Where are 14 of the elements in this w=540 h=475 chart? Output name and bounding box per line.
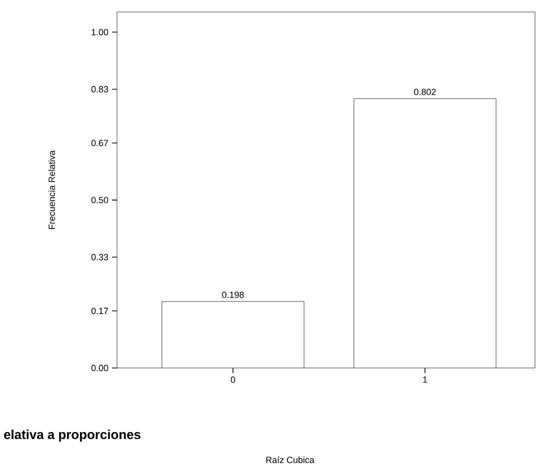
x-tick-label: 0	[230, 376, 236, 383]
y-tick-label: 0.00	[91, 364, 108, 372]
text: Raíz Cubica	[266, 456, 314, 464]
y-tick-label: 0.17	[91, 308, 108, 314]
x-tick-label: 1	[423, 376, 428, 383]
y-tick-label: 1.00	[92, 28, 108, 36]
y-tick-label: 0.33	[91, 254, 108, 260]
y-tick-label: 0.50	[91, 196, 108, 204]
y-tick-label: 0.67	[91, 140, 108, 146]
data-label: 0.802	[414, 88, 436, 96]
data-label: 0.198	[222, 292, 244, 298]
y-axis-title: Frecuencia Relativa	[48, 150, 55, 229]
text: elativa a proporciones	[4, 430, 140, 442]
y-tick-label: 0.83	[91, 86, 108, 92]
